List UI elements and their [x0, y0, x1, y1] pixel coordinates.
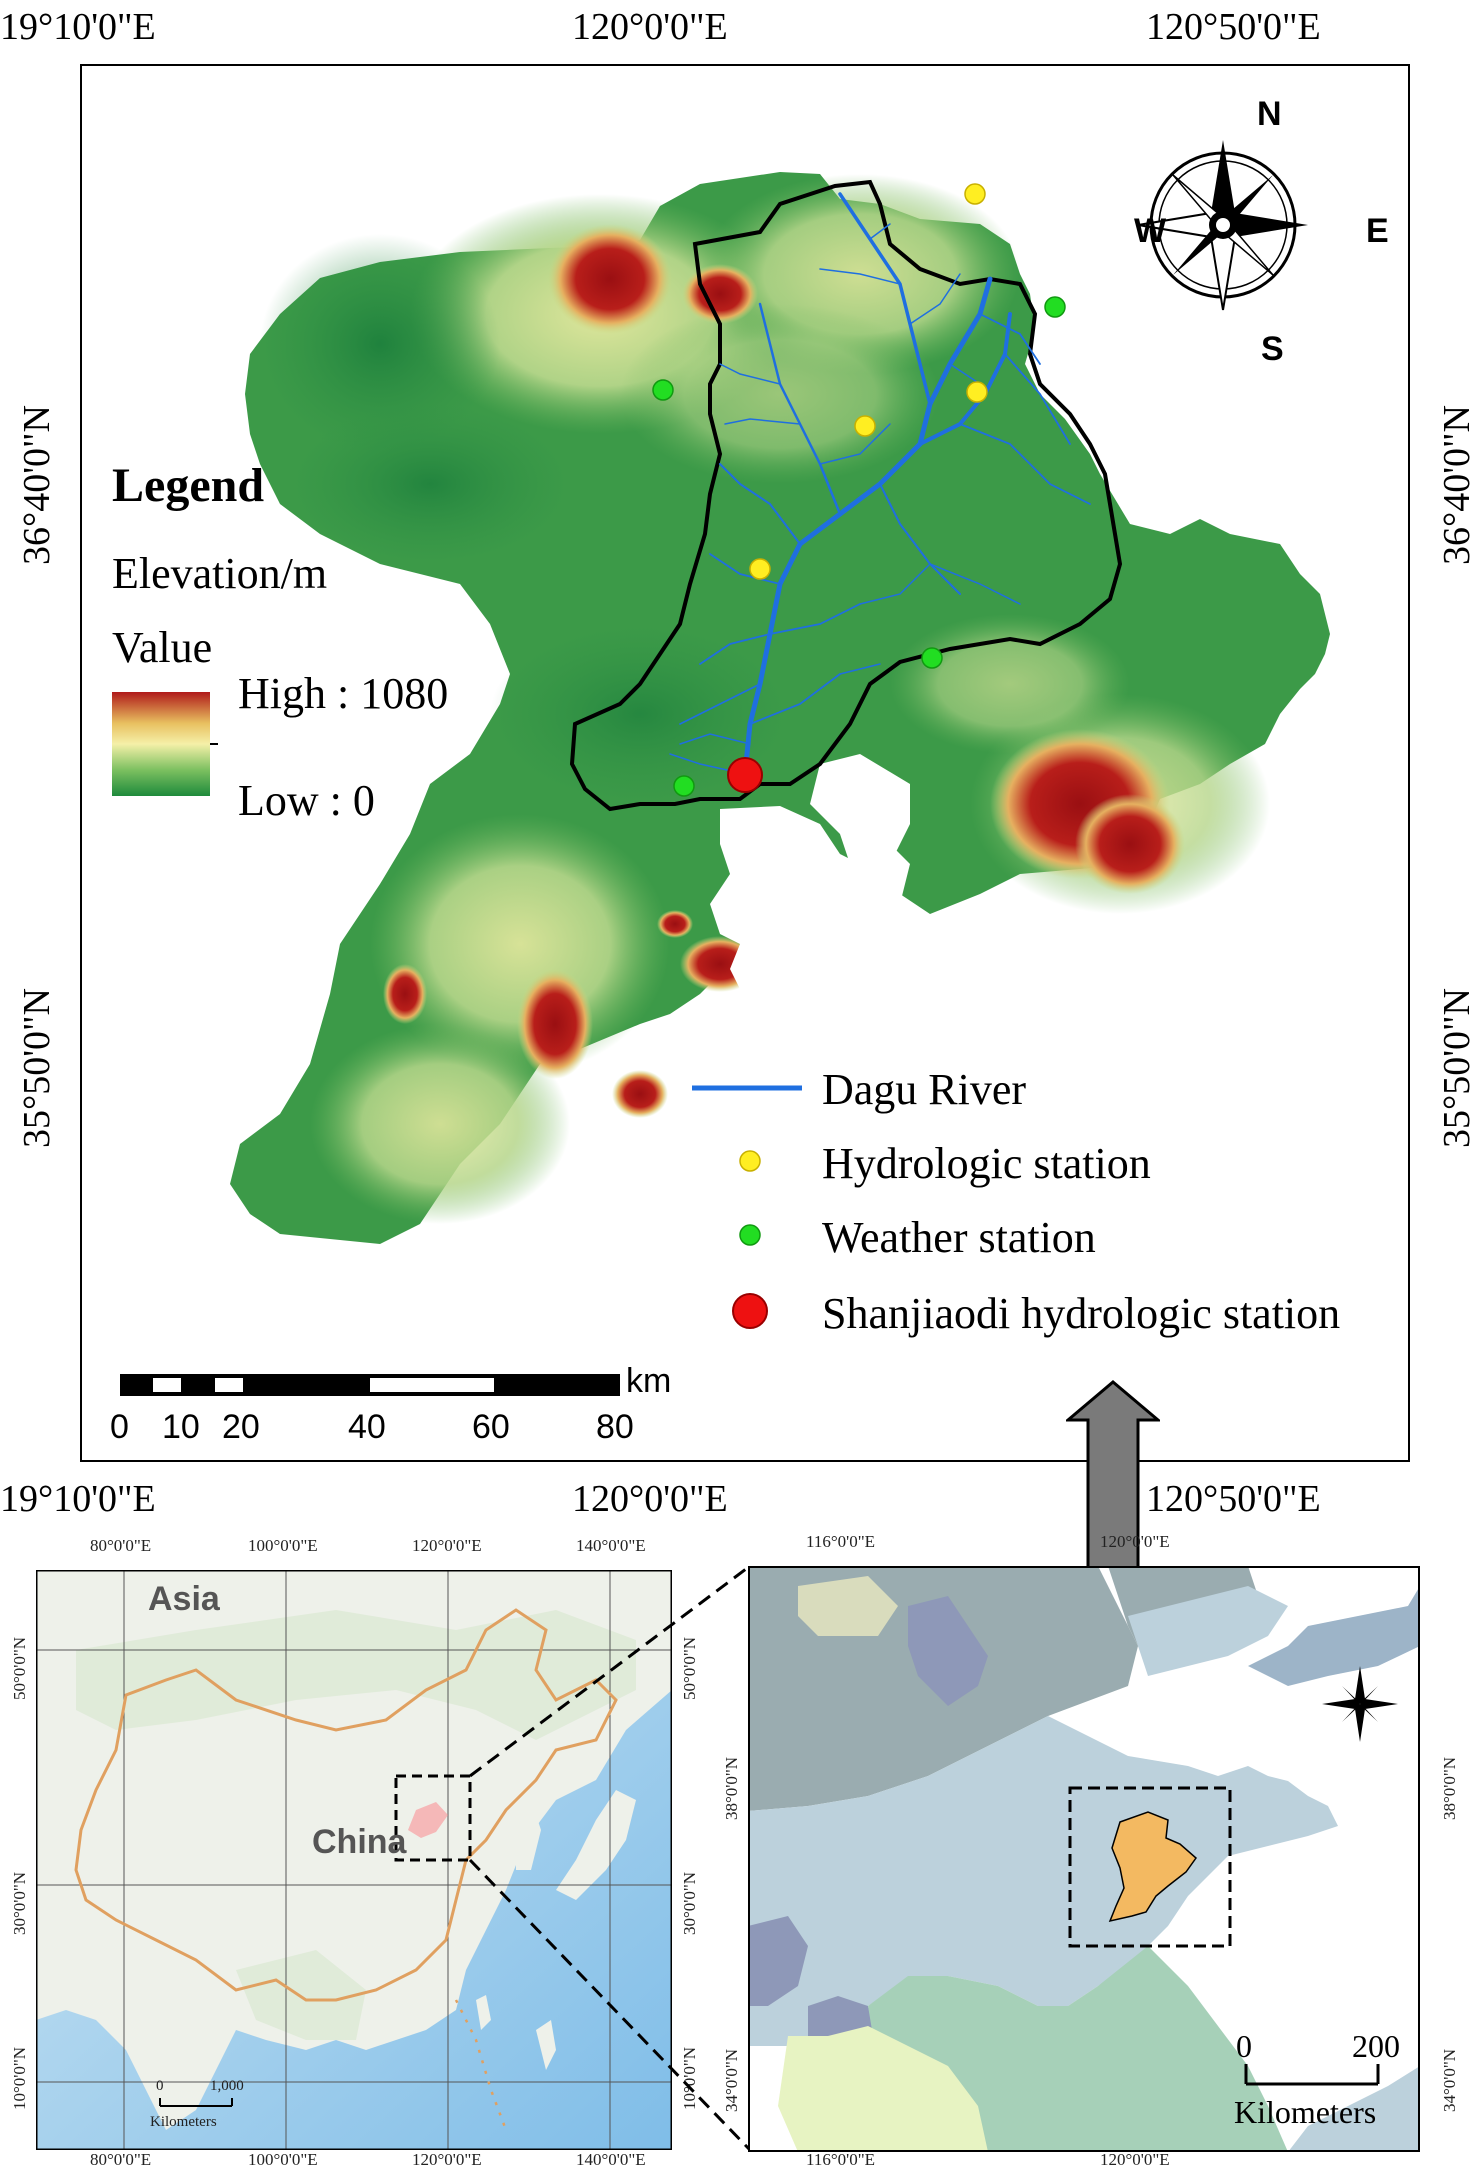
china-scale-0: 0: [156, 2078, 164, 2094]
compass-e-label: E: [1366, 212, 1389, 250]
weather-stations: [652, 296, 1066, 797]
scalebar-tick-40: 40: [348, 1408, 386, 1446]
lon-label-bottom-3: 120°50'0"E: [1146, 1478, 1321, 1520]
region-lon-top-1: 116°0'0"E: [806, 1532, 876, 1551]
lon-label-bottom-2: 120°0'0"E: [572, 1478, 728, 1520]
china-lon-top-3: 120°0'0"E: [412, 1536, 482, 1555]
region-lat-right-1: 38°0'0"N: [1440, 1756, 1459, 1820]
scalebar-tick-0: 0: [110, 1408, 129, 1446]
region-lat-left-1: 38°0'0"N: [722, 1756, 741, 1820]
watershed-boundary: [569, 179, 1123, 812]
region-lat-right-2: 34°0'0"N: [1440, 2048, 1459, 2112]
china-lon-top-1: 80°0'0"E: [90, 1536, 152, 1555]
legend-high-label: High : 1080: [238, 669, 449, 718]
china-lon-bottom-2: 100°0'0"E: [248, 2150, 318, 2169]
hydrologic-station-icon: [739, 1150, 761, 1172]
china-scale-unit: Kilometers: [150, 2114, 217, 2130]
lon-label-bottom-1: 19°10'0"E: [0, 1478, 156, 1520]
legend-hydrologic-station: Hydrologic station: [822, 1139, 1151, 1188]
compass-w-label: W: [1134, 212, 1167, 250]
china-lon-top-4: 140°0'0"E: [576, 1536, 646, 1555]
region-lon-bottom-1: 116°0'0"E: [806, 2150, 876, 2169]
region-locator-map: [748, 1566, 1420, 2152]
china-lon-bottom-4: 140°0'0"E: [576, 2150, 646, 2169]
region-scale-0: 0: [1236, 2028, 1252, 2064]
compass-n-label: N: [1257, 95, 1282, 133]
legend-shanjiaodi-station: Shanjiaodi hydrologic station: [822, 1289, 1341, 1338]
scalebar-tick-20: 20: [222, 1408, 260, 1446]
dagu-river-network: [669, 192, 1091, 777]
ramp-tick: [210, 743, 218, 745]
china-scale-1000: 1,000: [210, 2078, 244, 2094]
qingdao-target-area: [1108, 1811, 1198, 1923]
jiaozhou-bay: [710, 806, 910, 989]
region-lon-top-2: 120°0'0"E: [1100, 1532, 1170, 1551]
china-border: [74, 1608, 618, 2002]
legend-subtitle: Elevation/m: [112, 549, 328, 598]
region-scale-unit: Kilometers: [1234, 2094, 1377, 2130]
feature-legend-symbols: [692, 1085, 802, 1329]
label-asia: Asia: [148, 1580, 220, 1618]
lon-label-top-2: 120°0'0"E: [572, 6, 728, 48]
legend-title: Legend: [112, 459, 265, 512]
china-locator-map: [36, 1570, 672, 2150]
china-lon-bottom-3: 120°0'0"E: [412, 2150, 482, 2169]
china-lon-top-2: 100°0'0"E: [248, 1536, 318, 1555]
legend-dagu-river: Dagu River: [822, 1065, 1027, 1114]
elevation-color-ramp: [112, 692, 210, 796]
hydrologic-stations: [749, 183, 988, 580]
region-lat-left-2: 34°0'0"N: [722, 2048, 741, 2112]
shanjiaodi-station-icon: [732, 1293, 768, 1329]
scalebar-tick-80: 80: [596, 1408, 634, 1446]
shanjiaodi-station-marker: [727, 757, 763, 793]
elevation-map-frame: [80, 64, 1410, 1462]
scalebar-tick-60: 60: [472, 1408, 510, 1446]
legend-weather-station: Weather station: [822, 1213, 1096, 1262]
study-area-highlight: [408, 1802, 448, 1838]
compass-s-label: S: [1261, 330, 1284, 368]
weather-station-icon: [739, 1224, 761, 1246]
scalebar-unit: km: [626, 1362, 672, 1400]
lon-label-top-1: 19°10'0"E: [0, 6, 156, 48]
china-lon-bottom-1: 80°0'0"E: [90, 2150, 152, 2169]
label-china: China: [312, 1823, 407, 1861]
legend-value-label: Value: [112, 623, 213, 672]
lon-label-top-3: 120°50'0"E: [1146, 6, 1321, 48]
legend-low-label: Low : 0: [238, 776, 375, 825]
scalebar-tick-10: 10: [162, 1408, 200, 1446]
region-lon-bottom-2: 120°0'0"E: [1100, 2150, 1170, 2169]
main-scalebar: [120, 1374, 620, 1396]
region-scale-200: 200: [1352, 2028, 1400, 2064]
compass-rose-icon: [1137, 140, 1308, 311]
